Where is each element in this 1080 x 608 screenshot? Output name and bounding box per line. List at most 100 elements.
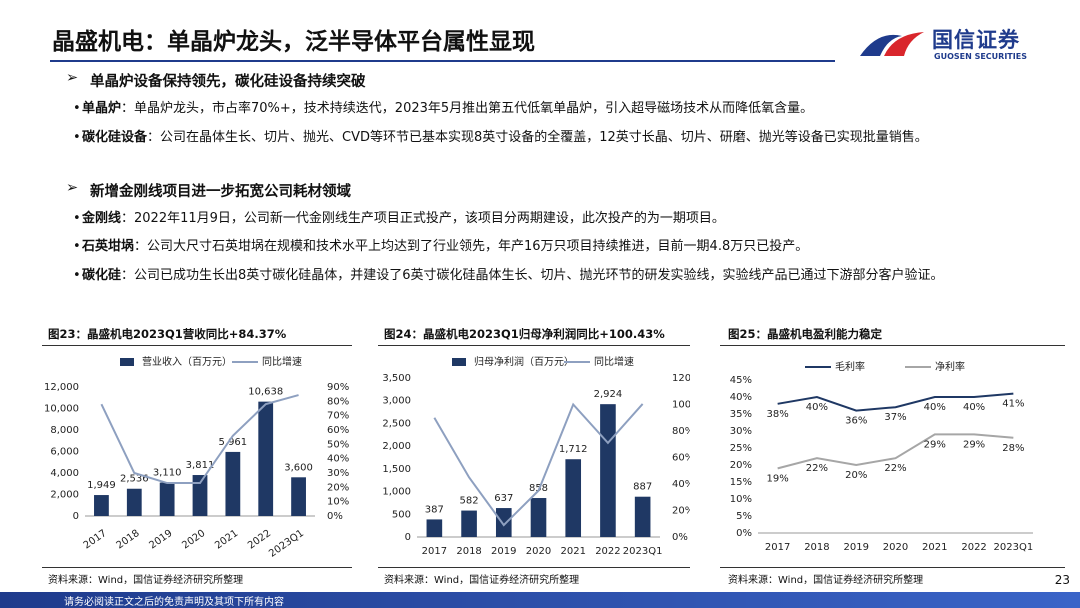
bar (461, 510, 477, 537)
bullet: 单晶炉：单晶炉龙头，市占率70%+，技术持续迭代，2023年5月推出第五代低氧单… (73, 98, 1042, 119)
y2-tick-label: 60% (672, 453, 690, 464)
y2-tick-label: 80% (672, 426, 690, 437)
y-tick-label: 1,000 (382, 487, 411, 498)
y-tick-label: 0% (736, 528, 752, 539)
x-tick-label: 2022 (246, 528, 273, 552)
legend-label: 毛利率 (835, 360, 865, 373)
data-label: 22% (884, 463, 906, 474)
data-label: 22% (806, 463, 828, 474)
bar (192, 475, 208, 516)
chart: 0 2,000 4,000 6,000 8,000 10,000 12,000 0% 10% 20… (44, 355, 349, 560)
bar (530, 498, 547, 537)
data-label: 1,712 (559, 444, 588, 455)
y-tick-label: 15% (730, 477, 752, 488)
data-label: 40% (806, 402, 828, 413)
y-tick-label: 3,000 (382, 396, 411, 407)
bar (159, 482, 175, 516)
footer-bar: 请务必阅读正文之后的免责声明及其项下所有内容 (0, 592, 1080, 608)
y-tick-label: 45% (730, 375, 752, 386)
x-tick-label: 2023Q1 (623, 546, 663, 557)
data-label: 38% (767, 409, 789, 420)
bar (94, 495, 109, 516)
chart-title: 图23：晶盛机电2023Q1营收同比+84.37% (48, 327, 287, 341)
legend-label: 归母净利润（百万元） (474, 355, 574, 368)
y-tick-label: 20% (730, 460, 752, 471)
data-label: 29% (924, 439, 946, 450)
y2-tick-label: 20% (327, 482, 349, 493)
logo-mark (860, 32, 924, 56)
y2-tick-label: 0% (672, 532, 688, 543)
y-tick-label: 6,000 (50, 447, 79, 458)
y-tick-label: 4,000 (50, 468, 79, 479)
y2-tick-label: 90% (327, 382, 349, 393)
data-label: 582 (460, 496, 479, 507)
bullet-label: 单晶炉 (82, 101, 122, 116)
legend-label: 净利率 (935, 360, 965, 373)
data-label: 637 (494, 493, 513, 504)
bullet: 金刚线：2022年11月9日，公司新一代金刚线生产项目正式投产，该项目分两期建设… (73, 208, 1042, 229)
bullet: 石英坩埚：公司大尺寸石英坩埚在规模和技术水平上均达到了行业领先，年产16万只项目… (73, 236, 1042, 257)
data-label: 2,924 (594, 389, 623, 400)
bar (291, 477, 306, 516)
bar (126, 488, 142, 516)
y-tick-label: 40% (730, 392, 752, 403)
data-label: 3,110 (153, 468, 182, 479)
data-label: 10,638 (248, 387, 283, 398)
y-tick-label: 1,500 (382, 464, 411, 475)
x-tick-label: 2019 (147, 528, 174, 552)
data-label: 19% (767, 473, 789, 484)
bullet-label: 碳化硅设备 (82, 130, 148, 145)
chart-source: 资料来源：Wind，国信证券经济研究所整理 (48, 575, 244, 586)
line (777, 433, 1014, 470)
x-tick-label: 2020 (526, 546, 551, 557)
data-label: 28% (1002, 443, 1024, 454)
y2-tick-label: 100% (672, 400, 690, 411)
disclaimer: 请务必阅读正文之后的免责声明及其项下所有内容 (64, 597, 284, 608)
page-number: 23 (1054, 573, 1070, 587)
x-tick-label: 2021 (560, 546, 585, 557)
x-tick-label: 2023Q1 (994, 542, 1034, 553)
y2-tick-label: 120% (672, 373, 690, 384)
chart: 0% 5% 10% 15% 20% 25% 30% 35% 40% 45% 2017 2018 2019… (730, 360, 1034, 553)
data-label: 2,536 (120, 474, 149, 485)
y-tick-label: 0 (73, 511, 79, 522)
bullet-text: ：公司大尺寸石英坩埚在规模和技术水平上均达到了行业领先，年产16万只项目持续推进… (134, 239, 809, 254)
y2-tick-label: 0% (327, 511, 343, 522)
source-rule (720, 567, 1065, 568)
y-tick-label: 2,500 (382, 418, 411, 429)
bullet-label: 碳化硅 (82, 268, 122, 283)
y-tick-label: 8,000 (50, 425, 79, 436)
y2-tick-label: 20% (672, 506, 690, 517)
data-label: 1,949 (87, 480, 116, 491)
x-tick-label: 2019 (491, 546, 516, 557)
legend-swatch (452, 358, 466, 366)
bullet: 碳化硅：公司已成功生长出8英寸碳化硅晶体，并建设了6英寸碳化硅晶体生长、切片、抛… (73, 265, 1042, 286)
chart-rule (42, 345, 352, 346)
y2-tick-label: 10% (327, 497, 349, 508)
y2-tick-label: 60% (327, 425, 349, 436)
y-tick-label: 25% (730, 443, 752, 454)
y2-tick-label: 70% (327, 411, 349, 422)
chart-source: 资料来源：Wind，国信证券经济研究所整理 (728, 575, 924, 586)
bar (258, 401, 274, 516)
legend-label: 同比增速 (262, 355, 302, 368)
x-tick-label: 2020 (180, 528, 207, 552)
bullet-text: ：公司在晶体生长、切片、抛光、CVD等环节已基本实现8英寸设备的全覆盖，12英寸… (147, 130, 928, 145)
chart-title: 图24：晶盛机电2023Q1归母净利润同比+100.43% (384, 327, 665, 341)
y-tick-label: 0 (405, 532, 411, 543)
source-rule (378, 567, 690, 568)
logo-text: 国信证券 (932, 28, 1020, 52)
bullet-label: 石英坩埚 (82, 239, 135, 254)
bullet-text: ：单晶炉龙头，市占率70%+，技术持续迭代，2023年5月推出第五代低氧单晶炉，… (121, 101, 814, 116)
chart-rule (720, 345, 1065, 346)
logo-subtext: GUOSEN SECURITIES (934, 52, 1027, 61)
y-tick-label: 5% (736, 511, 752, 522)
y2-tick-label: 40% (327, 454, 349, 465)
bullet-text: ：2022年11月9日，公司新一代金刚线生产项目正式投产，该项目分两期建设，此次… (121, 211, 725, 226)
y-tick-label: 500 (392, 509, 411, 520)
x-tick-label: 2019 (843, 542, 868, 553)
x-tick-label: 2017 (765, 542, 790, 553)
y-tick-label: 35% (730, 409, 752, 420)
data-label: 41% (1002, 399, 1024, 410)
